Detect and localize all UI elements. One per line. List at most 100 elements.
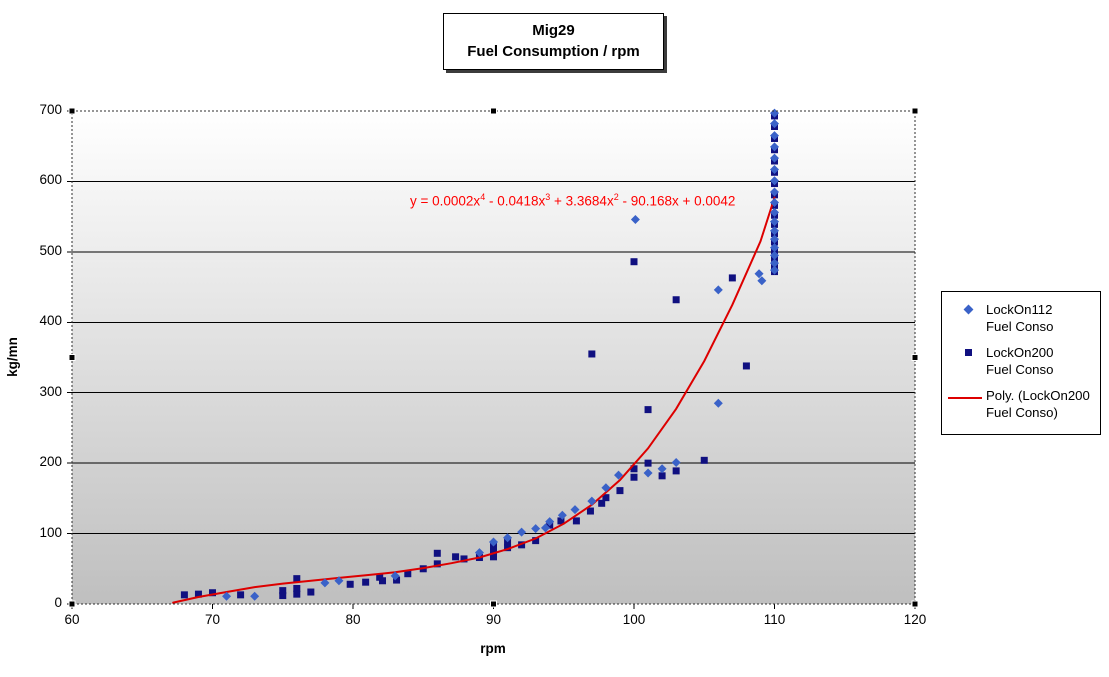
square-marker (490, 553, 497, 561)
x-tick-label: 90 (485, 612, 502, 627)
square-marker (393, 576, 401, 584)
diamond-marker (334, 576, 344, 586)
y-tick-label: 100 (39, 524, 62, 540)
square-marker (279, 592, 287, 600)
square-marker (504, 544, 512, 552)
diamond-marker (770, 153, 779, 163)
diamond-marker (503, 533, 513, 543)
y-tick-label: 400 (39, 313, 62, 329)
diamond-marker (770, 187, 779, 197)
square-marker (362, 578, 370, 586)
chart-title[interactable]: Mig29 Fuel Consumption / rpm (443, 13, 664, 70)
diamond-marker (601, 483, 611, 493)
diamond-marker (770, 217, 779, 227)
square-marker (586, 507, 594, 515)
diamond-marker (770, 226, 779, 236)
diamond-marker (713, 285, 723, 295)
x-tick-label: 120 (903, 612, 927, 627)
square-marker (293, 585, 301, 593)
square-marker (532, 537, 540, 545)
selection-handle[interactable] (68, 354, 76, 361)
legend-label-line: Fuel Conso (986, 319, 1054, 334)
diamond-marker (770, 258, 779, 268)
square-marker (433, 549, 441, 557)
diamond-marker (770, 198, 779, 208)
square-marker (616, 487, 624, 495)
square-marker (630, 465, 638, 473)
square-marker (433, 560, 441, 568)
diamond-marker (754, 269, 764, 279)
square-marker (293, 575, 301, 583)
diamond-marker (531, 524, 541, 534)
square-marker (452, 553, 460, 561)
diamond-marker (770, 119, 779, 129)
square-marker (209, 589, 216, 597)
y-axis-title: kg/mn (5, 337, 20, 377)
selection-handle[interactable] (490, 600, 497, 608)
square-marker (557, 517, 565, 525)
square-marker (658, 472, 666, 480)
legend-item-poly-trendline: Poly. (LockOn200 Fuel Conso) (948, 387, 1100, 421)
trendline-equation[interactable]: y = 0.0002x4 - 0.0418x3 + 3.3684x2 - 90.… (410, 192, 736, 209)
plot-background[interactable] (72, 111, 915, 604)
selection-handle[interactable] (490, 107, 497, 115)
selection-handle[interactable] (68, 600, 76, 608)
legend-label-line: Fuel Conso (986, 362, 1054, 377)
diamond-marker (770, 176, 779, 186)
diamond-marker (770, 265, 779, 275)
square-marker (644, 406, 652, 414)
x-tick-label: 70 (204, 612, 221, 627)
selection-handle[interactable] (911, 600, 919, 608)
y-tick-label: 600 (39, 172, 62, 188)
square-marker (672, 296, 680, 304)
x-tick-label: 60 (64, 612, 80, 627)
y-tick-label: 700 (39, 102, 62, 117)
diamond-marker (489, 537, 498, 547)
selection-handle[interactable] (911, 354, 919, 361)
diamond-marker (770, 234, 779, 244)
selection-handle[interactable] (68, 107, 76, 115)
x-axis-title: rpm (480, 641, 506, 656)
diamond-marker (557, 510, 567, 520)
diamond-marker (630, 214, 640, 224)
diamond-marker (614, 470, 624, 480)
diamond-marker (757, 276, 767, 286)
legend-label-line: Fuel Conso) (986, 405, 1058, 420)
square-marker (460, 555, 468, 563)
diamond-marker (770, 131, 779, 141)
square-marker (588, 350, 596, 358)
square-marker (490, 546, 497, 554)
diamond-marker (643, 468, 653, 478)
chart-title-line1: Mig29 (532, 22, 575, 39)
legend-label-lockon112: LockOn112 Fuel Conso (986, 301, 1100, 335)
legend-label-line: LockOn112 (986, 302, 1053, 317)
diamond-marker (540, 523, 550, 533)
diamond-marker (517, 527, 527, 537)
y-tick-label: 200 (39, 454, 62, 470)
diamond-marker (770, 250, 779, 260)
diamond-marker (770, 243, 779, 253)
x-tick-label: 80 (345, 612, 361, 627)
square-marker (346, 580, 354, 588)
diamond-marker (770, 142, 779, 152)
selection-handle[interactable] (911, 107, 919, 115)
diamond-marker (222, 591, 232, 601)
x-tick-label: 110 (763, 612, 786, 627)
square-marker (180, 591, 188, 599)
legend[interactable]: LockOn112 Fuel Conso LockOn200 Fuel Cons… (941, 291, 1101, 435)
diamond-marker (713, 398, 723, 408)
diamond-marker (320, 578, 330, 588)
series-lockon112 (222, 108, 779, 601)
diamond-marker (570, 505, 580, 515)
square-marker (279, 587, 287, 595)
square-marker (700, 456, 708, 464)
legend-label-poly: Poly. (LockOn200 Fuel Conso) (986, 387, 1100, 421)
diamond-marker-icon (963, 304, 973, 315)
square-marker (602, 494, 610, 502)
diamond-marker (474, 548, 484, 558)
diamond-marker (770, 207, 779, 217)
legend-label-line: Poly. (LockOn200 (986, 388, 1090, 403)
square-marker (307, 588, 315, 596)
